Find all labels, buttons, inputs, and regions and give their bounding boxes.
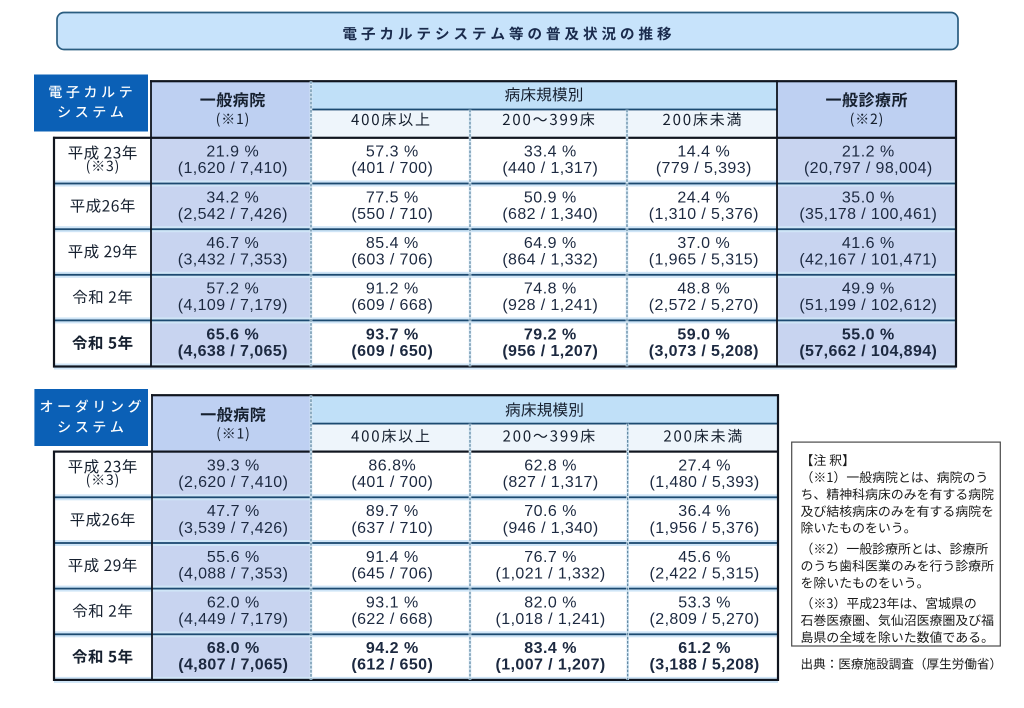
svg-text:48.8 %: 48.8 % xyxy=(677,281,730,298)
svg-text:(1,021 / 1,332): (1,021 / 1,332) xyxy=(496,565,606,582)
svg-text:(1,620 / 7,410): (1,620 / 7,410) xyxy=(178,160,288,177)
svg-text:(612 / 650): (612 / 650) xyxy=(351,657,433,674)
svg-text:(864 / 1,332): (864 / 1,332) xyxy=(502,252,598,269)
svg-text:(550 / 710): (550 / 710) xyxy=(351,206,433,223)
svg-text:(4,449 / 7,179): (4,449 / 7,179) xyxy=(178,611,288,628)
svg-text:21.9 %: 21.9 % xyxy=(206,144,259,161)
svg-text:94.2 %: 94.2 % xyxy=(366,640,419,657)
svg-text:(3,539 / 7,426): (3,539 / 7,426) xyxy=(178,520,288,537)
svg-text:(1,956 / 5,376): (1,956 / 5,376) xyxy=(650,520,760,537)
svg-text:93.7 %: 93.7 % xyxy=(366,326,419,343)
svg-text:(827 / 1,317): (827 / 1,317) xyxy=(503,474,599,491)
svg-text:35.0 %: 35.0 % xyxy=(842,189,895,206)
svg-text:65.6 %: 65.6 % xyxy=(206,326,259,343)
svg-text:86.8%: 86.8% xyxy=(368,458,416,475)
svg-text:21.2 %: 21.2 % xyxy=(842,144,895,161)
svg-text:91.2 %: 91.2 % xyxy=(366,281,419,298)
svg-text:(3,073 / 5,208): (3,073 / 5,208) xyxy=(649,343,759,360)
svg-text:(2,572 / 5,270): (2,572 / 5,270) xyxy=(649,297,759,314)
svg-text:57.3 %: 57.3 % xyxy=(366,144,419,161)
svg-text:(42,167 / 101,471): (42,167 / 101,471) xyxy=(799,252,937,269)
svg-text:(645 / 706): (645 / 706) xyxy=(351,565,433,582)
svg-text:33.4 %: 33.4 % xyxy=(524,144,577,161)
svg-text:53.3 %: 53.3 % xyxy=(678,595,731,612)
svg-text:(682 / 1,340): (682 / 1,340) xyxy=(502,206,598,223)
svg-text:68.0 %: 68.0 % xyxy=(207,640,260,657)
svg-text:93.1 %: 93.1 % xyxy=(366,595,419,612)
svg-text:(622 / 668): (622 / 668) xyxy=(351,611,433,628)
svg-text:36.4 %: 36.4 % xyxy=(678,503,731,520)
svg-text:49.9 %: 49.9 % xyxy=(842,281,895,298)
svg-text:64.9 %: 64.9 % xyxy=(524,235,577,252)
svg-text:34.2 %: 34.2 % xyxy=(206,189,259,206)
svg-text:70.6 %: 70.6 % xyxy=(524,503,577,520)
svg-text:(4,088 / 7,353): (4,088 / 7,353) xyxy=(178,565,288,582)
svg-text:62.0 %: 62.0 % xyxy=(207,595,260,612)
svg-text:(609 / 650): (609 / 650) xyxy=(351,343,433,360)
svg-text:(609 / 668): (609 / 668) xyxy=(351,297,433,314)
svg-text:46.7 %: 46.7 % xyxy=(206,235,259,252)
svg-text:91.4 %: 91.4 % xyxy=(366,549,419,566)
svg-text:45.6 %: 45.6 % xyxy=(678,549,731,566)
svg-text:(1,480 / 5,393): (1,480 / 5,393) xyxy=(650,474,760,491)
svg-text:(51,199 / 102,612): (51,199 / 102,612) xyxy=(799,297,937,314)
svg-text:82.0 %: 82.0 % xyxy=(524,595,577,612)
svg-text:74.8 %: 74.8 % xyxy=(524,281,577,298)
svg-text:62.8 %: 62.8 % xyxy=(524,458,577,475)
svg-text:14.4 %: 14.4 % xyxy=(677,144,730,161)
svg-text:(2,542 / 7,426): (2,542 / 7,426) xyxy=(178,206,288,223)
svg-text:55.0 %: 55.0 % xyxy=(842,326,895,343)
svg-text:77.5 %: 77.5 % xyxy=(366,189,419,206)
svg-text:(603 / 706): (603 / 706) xyxy=(351,252,433,269)
svg-text:(1,310 / 5,376): (1,310 / 5,376) xyxy=(649,206,759,223)
svg-text:(1,965 / 5,315): (1,965 / 5,315) xyxy=(649,252,759,269)
svg-text:(1,007 / 1,207): (1,007 / 1,207) xyxy=(496,657,606,674)
svg-text:24.4 %: 24.4 % xyxy=(677,189,730,206)
svg-text:(2,809 / 5,270): (2,809 / 5,270) xyxy=(650,611,760,628)
svg-text:85.4 %: 85.4 % xyxy=(366,235,419,252)
svg-text:(2,620 / 7,410): (2,620 / 7,410) xyxy=(178,474,288,491)
svg-text:(35,178 / 100,461): (35,178 / 100,461) xyxy=(799,206,937,223)
svg-text:41.6 %: 41.6 % xyxy=(842,235,895,252)
svg-text:(637 / 710): (637 / 710) xyxy=(351,520,433,537)
svg-text:(3,432 / 7,353): (3,432 / 7,353) xyxy=(178,252,288,269)
svg-text:89.7 %: 89.7 % xyxy=(366,503,419,520)
svg-text:61.2 %: 61.2 % xyxy=(678,640,731,657)
svg-text:(20,797 / 98,004): (20,797 / 98,004) xyxy=(804,160,933,177)
svg-text:(440 / 1,317): (440 / 1,317) xyxy=(502,160,598,177)
svg-text:59.0 %: 59.0 % xyxy=(677,326,730,343)
svg-text:(779 / 5,393): (779 / 5,393) xyxy=(656,160,752,177)
svg-text:(1,018 / 1,241): (1,018 / 1,241) xyxy=(496,611,606,628)
svg-text:(57,662 / 104,894): (57,662 / 104,894) xyxy=(799,343,937,360)
svg-text:37.0 %: 37.0 % xyxy=(677,235,730,252)
svg-text:55.6 %: 55.6 % xyxy=(207,549,260,566)
svg-text:(4,807 / 7,065): (4,807 / 7,065) xyxy=(178,657,288,674)
svg-text:79.2 %: 79.2 % xyxy=(524,326,577,343)
svg-text:(401 / 700): (401 / 700) xyxy=(351,474,433,491)
svg-text:39.3 %: 39.3 % xyxy=(207,458,260,475)
svg-text:(3,188 / 5,208): (3,188 / 5,208) xyxy=(650,657,760,674)
svg-text:(956 / 1,207): (956 / 1,207) xyxy=(502,343,598,360)
svg-text:47.7 %: 47.7 % xyxy=(207,503,260,520)
svg-text:(928 / 1,241): (928 / 1,241) xyxy=(502,297,598,314)
svg-text:27.4 %: 27.4 % xyxy=(678,458,731,475)
svg-text:(2,422 / 5,315): (2,422 / 5,315) xyxy=(650,565,760,582)
svg-text:50.9 %: 50.9 % xyxy=(524,189,577,206)
svg-text:57.2 %: 57.2 % xyxy=(206,281,259,298)
svg-text:83.4 %: 83.4 % xyxy=(524,640,577,657)
svg-text:(401 / 700): (401 / 700) xyxy=(351,160,433,177)
svg-text:(4,638 / 7,065): (4,638 / 7,065) xyxy=(178,343,288,360)
svg-text:76.7 %: 76.7 % xyxy=(524,549,577,566)
svg-text:(946 / 1,340): (946 / 1,340) xyxy=(503,520,599,537)
svg-text:(4,109 / 7,179): (4,109 / 7,179) xyxy=(178,297,288,314)
